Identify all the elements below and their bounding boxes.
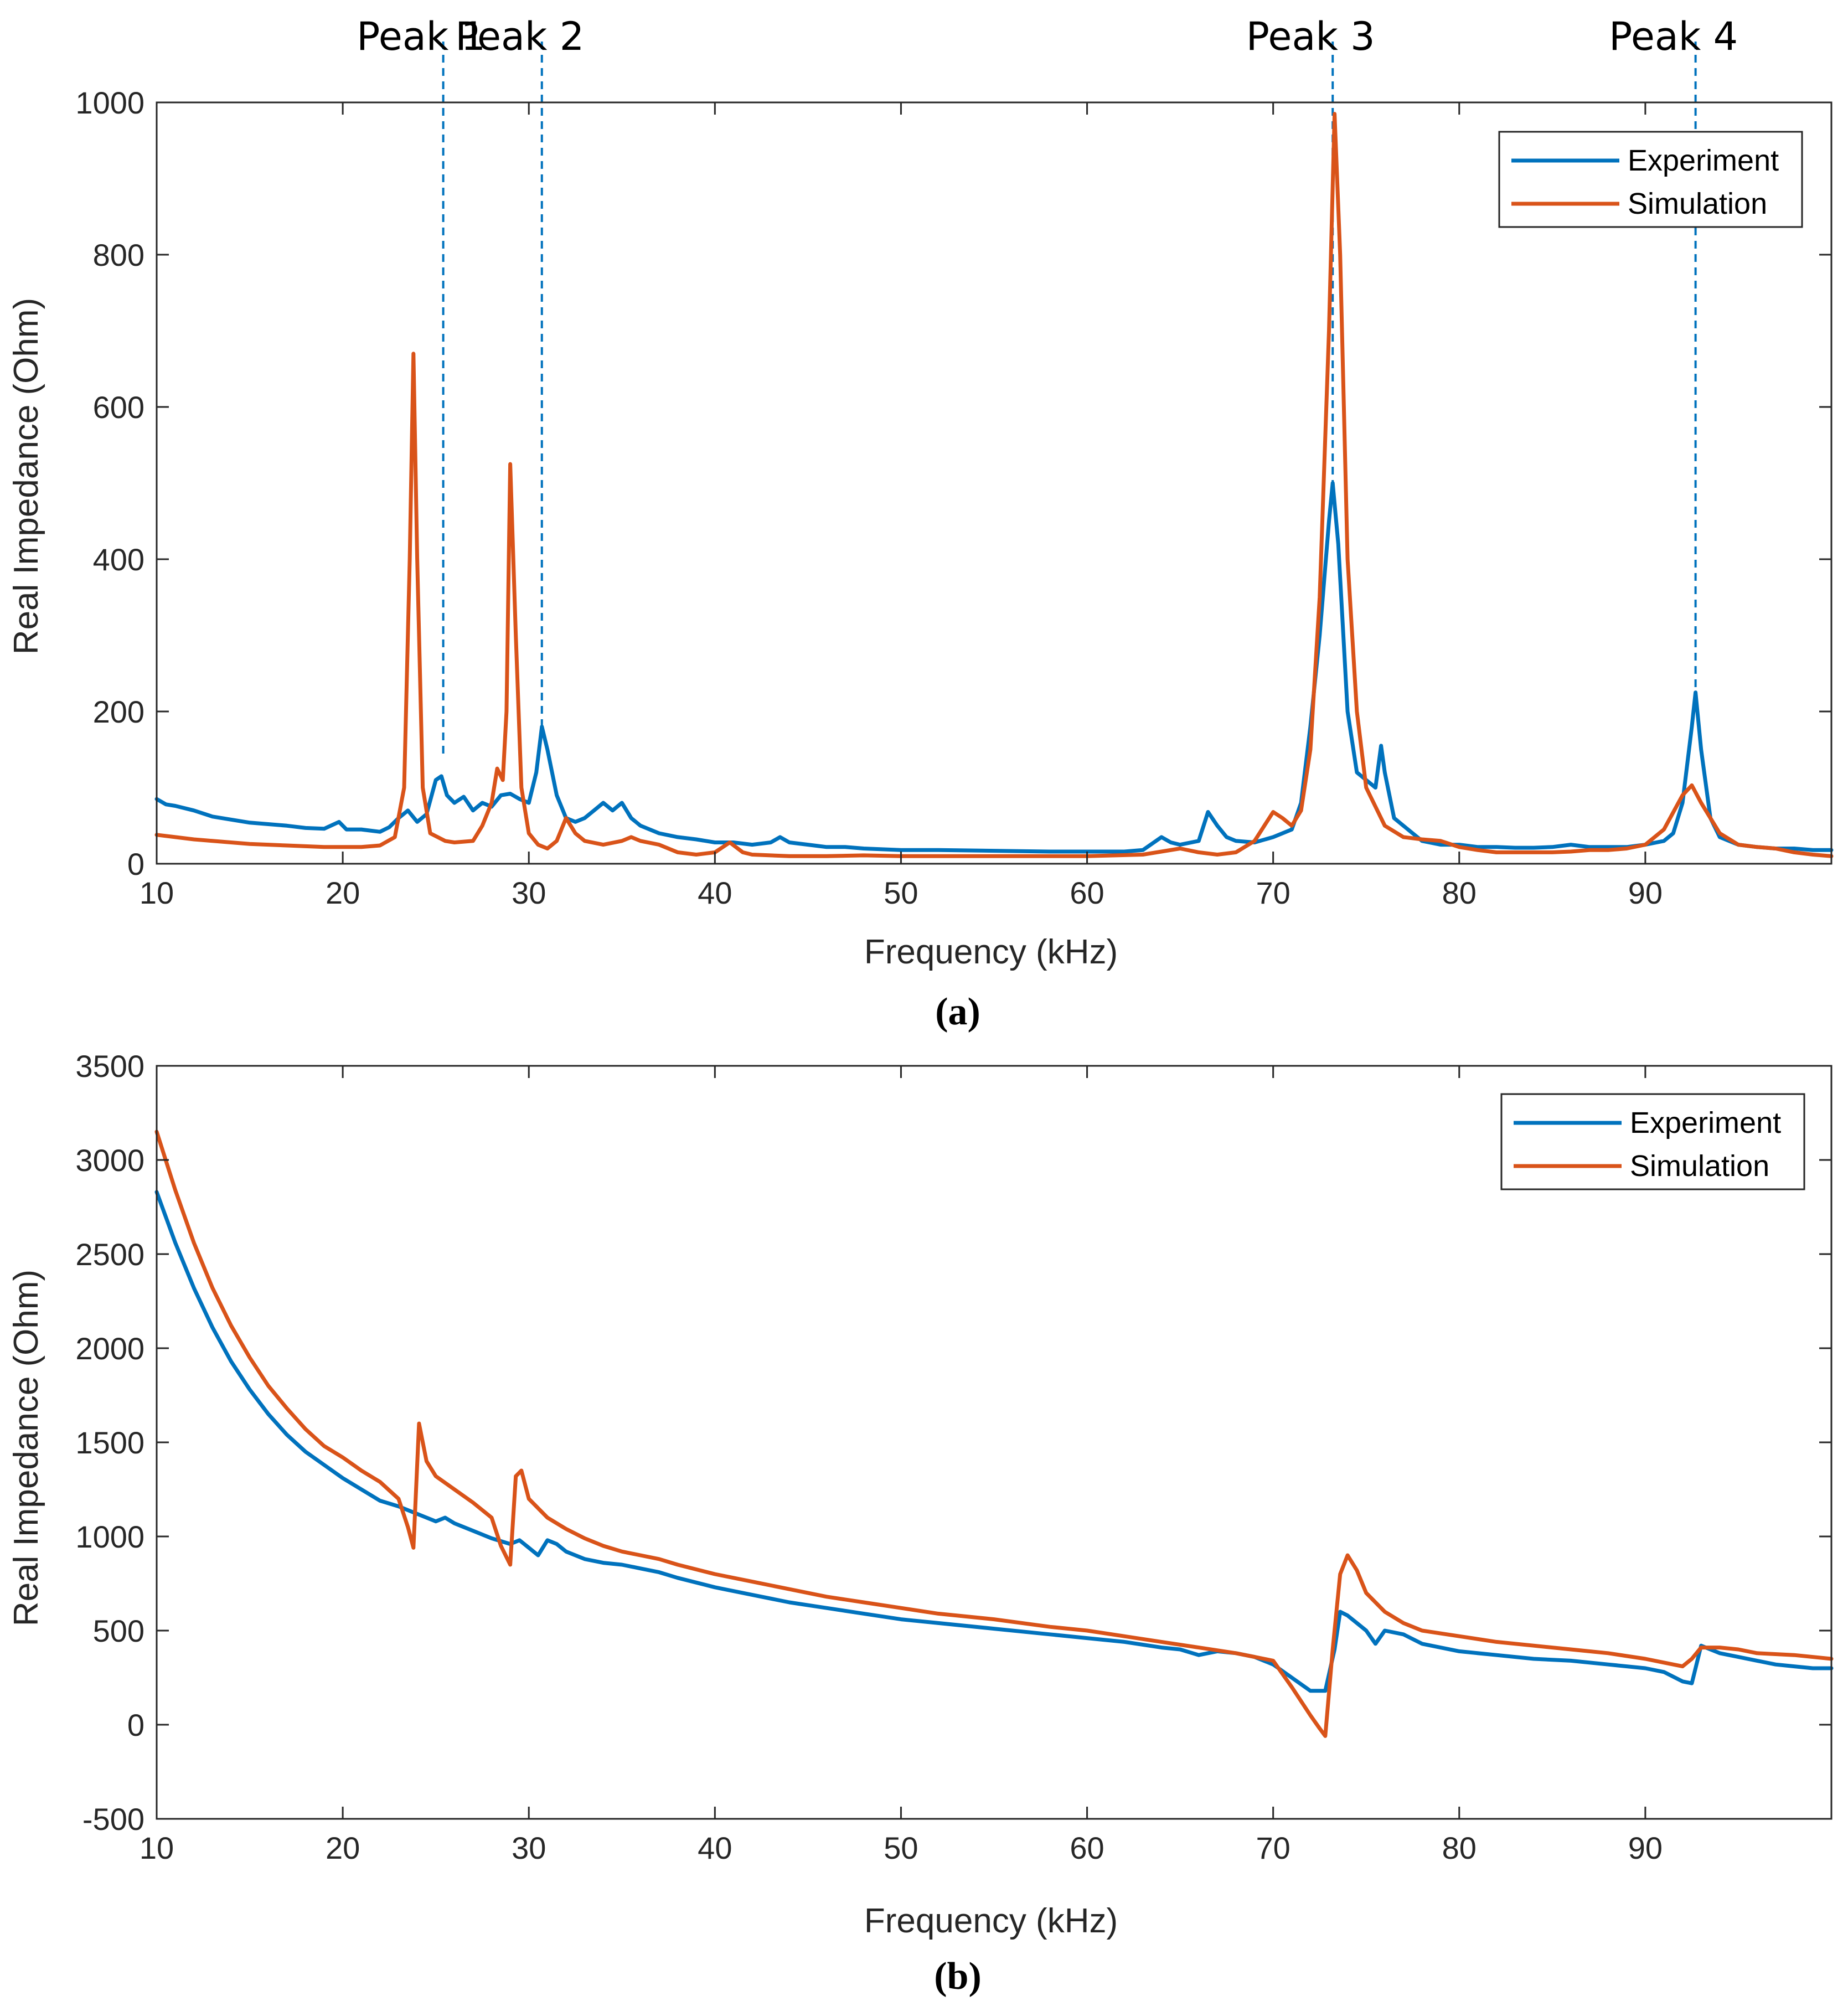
peak-label-4: Peak 4 <box>1609 14 1738 59</box>
ticks-a: 10 20 30 40 50 60 70 80 90 0 200 400 600 800 1000 <box>75 85 1831 910</box>
y-tick-label-a: 600 <box>93 390 144 425</box>
x-tick-label-b: 20 <box>326 1830 360 1865</box>
y-tick-label-b: 1500 <box>75 1425 144 1460</box>
legend-label-simulation-a: Simulation <box>1628 187 1767 220</box>
legend-a: Experiment Simulation <box>1498 131 1803 228</box>
x-tick-label-a: 50 <box>884 875 918 910</box>
y-tick-label-a: 1000 <box>75 85 144 120</box>
y-tick-label-b: 2000 <box>75 1331 144 1366</box>
peak-label-2: Peak 2 <box>455 14 584 59</box>
x-tick-label-a: 20 <box>326 875 360 910</box>
caption-b-text: (b) <box>934 1955 982 1998</box>
x-tick-label-a: 10 <box>140 875 174 910</box>
x-tick-label-a: 40 <box>698 875 732 910</box>
y-tick-label-b: 1000 <box>75 1519 144 1554</box>
x-tick-label-b: 30 <box>512 1830 546 1865</box>
y-tick-label-b: 3000 <box>75 1143 144 1178</box>
series-layer-b <box>154 1130 1834 1738</box>
x-tick-label-a: 80 <box>1442 875 1477 910</box>
plot-frame-a <box>156 101 1832 865</box>
y-tick-label-a: 800 <box>93 238 144 272</box>
x-tick-label-b: 10 <box>140 1830 174 1865</box>
x-tick-label-b: 40 <box>698 1830 732 1865</box>
legend-box-a <box>1498 131 1803 228</box>
legend-b: Experiment Simulation <box>1500 1093 1805 1190</box>
y-tick-label-b: -500 <box>82 1802 144 1837</box>
x-tick-label-a: 90 <box>1628 875 1663 910</box>
caption-a-text: (a) <box>935 991 980 1033</box>
legend-label-experiment-a: Experiment <box>1628 144 1779 177</box>
y-tick-label-a: 0 <box>127 847 144 881</box>
series-simulation-b <box>154 1130 1834 1738</box>
x-tick-label-b: 70 <box>1256 1830 1290 1865</box>
x-tick-label-a: 70 <box>1256 875 1290 910</box>
caption-a: (a) <box>935 991 980 1033</box>
y-tick-label-b: 500 <box>93 1613 144 1648</box>
x-tick-label-b: 80 <box>1442 1830 1477 1865</box>
y-axis-label-a: Real Impedance (Ohm) <box>7 298 45 654</box>
x-axis-label-b: Frequency (kHz) <box>864 1902 1118 1940</box>
x-tick-label-b: 90 <box>1628 1830 1663 1865</box>
x-tick-label-a: 60 <box>1070 875 1104 910</box>
legend-label-simulation-b: Simulation <box>1630 1149 1769 1183</box>
x-axis-label-a: Frequency (kHz) <box>864 933 1118 971</box>
y-axis-label-b: Real Impedance (Ohm) <box>7 1270 45 1626</box>
peak-label-1: Peak 1 <box>357 14 486 59</box>
series-simulation-a <box>154 112 1834 858</box>
x-tick-label-b: 50 <box>884 1830 918 1865</box>
peak-label-3: Peak 3 <box>1246 14 1375 59</box>
caption-b: (b) <box>934 1955 982 1998</box>
chart-b: 10 20 30 40 50 60 70 80 90 -500 0 500 1000 1500 2000 25… <box>7 1049 1834 1998</box>
legend-label-experiment-b: Experiment <box>1630 1106 1781 1139</box>
y-tick-label-b: 3500 <box>75 1049 144 1084</box>
y-tick-label-a: 200 <box>93 694 144 729</box>
x-tick-label-b: 60 <box>1070 1830 1104 1865</box>
series-layer-a <box>154 112 1834 858</box>
legend-box-b <box>1500 1093 1805 1190</box>
y-tick-label-a: 400 <box>93 542 144 577</box>
x-tick-label-a: 30 <box>512 875 546 910</box>
series-experiment-a <box>154 481 1834 854</box>
ticks-b: 10 20 30 40 50 60 70 80 90 -500 0 500 1000 1500 2000 25… <box>75 1049 1831 1865</box>
y-tick-label-b: 0 <box>127 1708 144 1742</box>
y-tick-label-b: 2500 <box>75 1237 144 1272</box>
